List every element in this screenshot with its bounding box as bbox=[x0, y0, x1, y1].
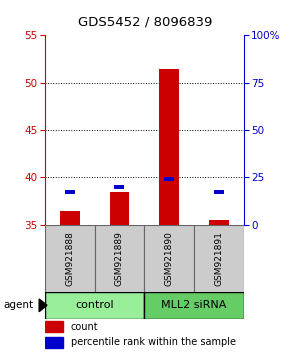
Bar bbox=[45, 225, 95, 292]
Bar bbox=[95, 225, 144, 292]
Text: GSM921890: GSM921890 bbox=[165, 231, 174, 286]
Bar bbox=[65, 189, 75, 194]
Text: GSM921888: GSM921888 bbox=[65, 231, 74, 286]
Bar bbox=[144, 225, 194, 292]
Bar bbox=[45, 337, 63, 348]
Text: count: count bbox=[71, 321, 98, 332]
Bar bbox=[144, 292, 244, 319]
Bar bbox=[115, 185, 124, 189]
Bar bbox=[110, 192, 129, 225]
Text: control: control bbox=[75, 300, 114, 310]
Text: MLL2 siRNA: MLL2 siRNA bbox=[161, 300, 226, 310]
Text: agent: agent bbox=[3, 300, 33, 310]
Text: GDS5452 / 8096839: GDS5452 / 8096839 bbox=[78, 16, 212, 29]
Text: percentile rank within the sample: percentile rank within the sample bbox=[71, 337, 236, 348]
Bar bbox=[45, 321, 63, 332]
Bar bbox=[159, 69, 179, 225]
Bar bbox=[45, 292, 144, 319]
Bar bbox=[209, 220, 229, 225]
Text: GSM921891: GSM921891 bbox=[214, 231, 223, 286]
Bar bbox=[194, 225, 244, 292]
Bar bbox=[164, 177, 174, 182]
Bar bbox=[214, 189, 224, 194]
Bar bbox=[60, 211, 80, 225]
Text: GSM921889: GSM921889 bbox=[115, 231, 124, 286]
